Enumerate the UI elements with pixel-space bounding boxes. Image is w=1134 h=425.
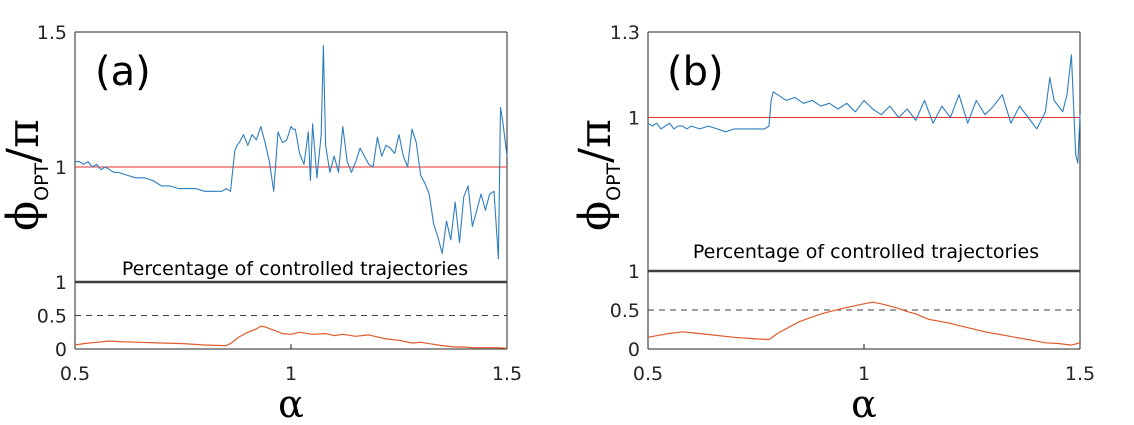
percentage-series-line [74,325,508,349]
phi-y-tick-label: 1.3 [610,22,640,44]
y-axis-label: ϕOPT/π [0,119,53,231]
pct-y-tick-label: 0.5 [610,300,640,322]
y-axis-label-subscript: OPT [31,162,53,200]
y-axis-label-subscript: OPT [603,162,625,200]
phi-y-tick-label: 1 [628,108,640,130]
pct-y-tick-label: 0 [628,339,640,361]
pct-y-tick-label: 0.5 [37,306,67,328]
x-axis-label: α [278,382,304,425]
pct-y-tick-label: 1 [628,261,640,283]
x-tick-label: 0.5 [60,363,90,385]
y-axis-label-pi: π [0,119,49,148]
x-tick-label: 1.5 [492,363,522,385]
x-tick-label: 1 [858,363,870,385]
y-axis-label-slash: / [0,148,49,163]
x-tick-label: 1.5 [1065,363,1095,385]
x-axis-label: α [851,382,877,425]
y-axis-label-phi: ϕ [570,201,621,231]
percentage-caption: Percentage of controlled trajectories [693,241,1039,263]
percentage-series-line [647,301,1081,346]
y-axis-label: ϕOPT/π [570,119,625,231]
phi-opt-series-line [647,54,1081,164]
y-axis-label-phi: ϕ [0,201,49,231]
pct-y-tick-label: 1 [55,272,67,294]
x-tick-label: 1 [285,363,297,385]
phi-y-tick-label: 1 [55,157,67,179]
phi-opt-series-line [75,44,508,260]
pct-y-tick-label: 0 [55,339,67,361]
y-axis-label-pi: π [570,119,621,148]
y-axis-label-slash: / [570,148,621,163]
panel-label: (a) [95,49,151,95]
panel-label: (b) [667,49,724,95]
percentage-caption: Percentage of controlled trajectories [122,258,468,280]
x-tick-label: 0.5 [633,363,663,385]
phi-y-tick-label: 1.5 [37,22,67,44]
